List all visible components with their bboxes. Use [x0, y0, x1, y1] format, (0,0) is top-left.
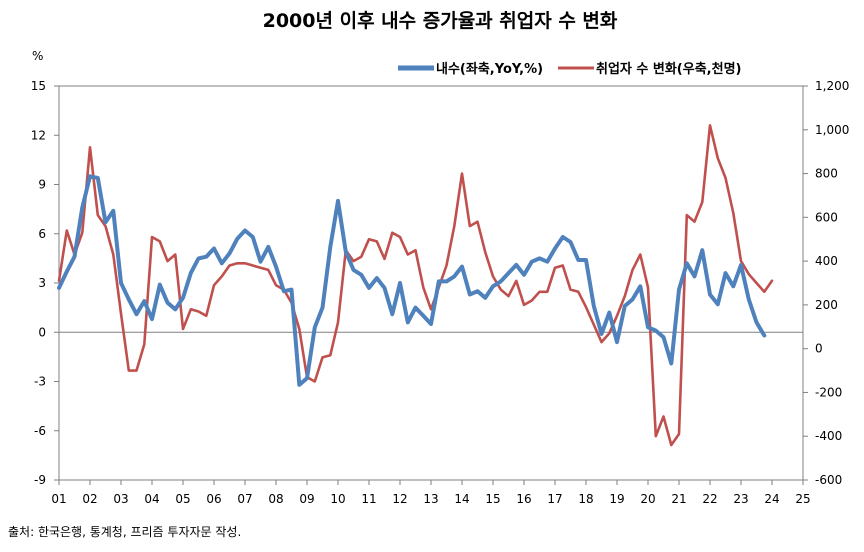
right-tick-label: 600: [815, 210, 838, 224]
right-axis: 1,200 1,000 800 600 400 200 0 -200 -400 -600: [803, 79, 849, 487]
right-tick-label: -400: [815, 429, 842, 443]
x-tick-label: 23: [733, 492, 748, 506]
x-tick-label: 24: [764, 492, 779, 506]
series-line-domestic-demand: [57, 174, 767, 387]
right-tick-label: 1,200: [815, 79, 849, 93]
x-tick-label: 01: [51, 492, 66, 506]
source-note: 출처: 한국은행, 통계청, 프리즘 투자자문 작성.: [8, 524, 241, 539]
left-tick-label: 6: [38, 227, 46, 241]
right-tick-label: 0: [815, 342, 823, 356]
x-tick-label: 03: [113, 492, 128, 506]
x-tick-label: 02: [82, 492, 97, 506]
x-tick-label: 04: [144, 492, 159, 506]
x-tick-label: 09: [299, 492, 314, 506]
series-layer: [57, 124, 774, 447]
x-tick-label: 20: [640, 492, 655, 506]
x-axis: 01 02 03 04 05 06 07 08 09 10 11 12 13 14 15 16 17 18 19 20…: [51, 331, 811, 506]
right-tick-label: -200: [815, 385, 842, 399]
x-tick-label: 10: [330, 492, 345, 506]
chart-title: 2000년 이후 내수 증가율과 취업자 수 변화: [263, 10, 618, 32]
x-tick-label: 15: [485, 492, 500, 506]
series-line-employment-change: [57, 124, 774, 447]
x-tick-label: 21: [671, 492, 686, 506]
legend-label-domestic: 내수(좌축,YoY,%): [436, 61, 543, 77]
left-tick-label: -3: [34, 375, 46, 389]
x-tick-label: 08: [268, 492, 283, 506]
right-tick-label: 400: [815, 254, 838, 268]
x-tick-label: 11: [361, 492, 376, 506]
x-tick-label: 18: [578, 492, 593, 506]
x-tick-label: 07: [237, 492, 252, 506]
x-tick-label: 14: [454, 492, 469, 506]
x-tick-label: 06: [206, 492, 221, 506]
legend-label-employment: 취업자 수 변화(우축,천명): [596, 61, 741, 77]
x-tick-label: 05: [175, 492, 190, 506]
x-tick-label: 25: [795, 492, 810, 506]
legend: 내수(좌축,YoY,%) 취업자 수 변화(우축,천명): [398, 61, 741, 77]
left-tick-label: -6: [34, 424, 46, 438]
left-tick-label: -9: [34, 473, 46, 487]
left-axis-unit: %: [32, 49, 43, 63]
left-axis: 15 12 9 6 3 0 -3 -6 -9: [31, 79, 59, 487]
x-tick-label: 19: [609, 492, 624, 506]
right-tick-label: 1,000: [815, 123, 849, 137]
plot-area: [58, 85, 804, 481]
x-tick-label: 13: [423, 492, 438, 506]
right-tick-label: -600: [815, 473, 842, 487]
left-tick-label: 12: [31, 128, 46, 142]
x-tick-label: 17: [547, 492, 562, 506]
right-tick-label: 800: [815, 167, 838, 181]
left-tick-label: 15: [31, 79, 46, 93]
left-tick-label: 9: [38, 178, 46, 192]
x-tick-label: 22: [702, 492, 717, 506]
x-tick-label: 16: [516, 492, 531, 506]
right-tick-label: 200: [815, 298, 838, 312]
x-tick-label: 12: [392, 492, 407, 506]
left-tick-label: 3: [38, 276, 46, 290]
left-tick-label: 0: [38, 325, 46, 339]
